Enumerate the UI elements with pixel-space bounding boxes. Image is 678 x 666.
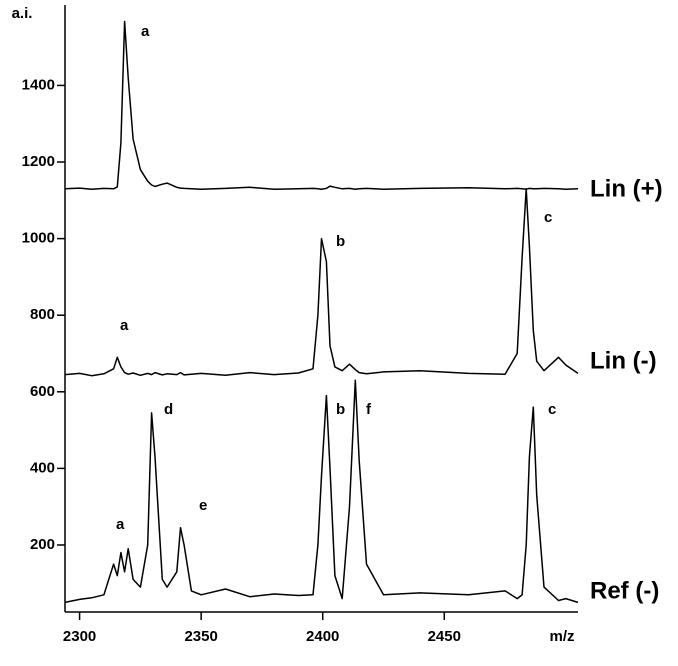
peak-label: a (141, 23, 150, 40)
y-tick-label: 1200 (22, 153, 55, 170)
y-tick-label: 400 (30, 459, 55, 476)
spectrum-line (64, 379, 579, 604)
series-label: Lin (+) (590, 175, 663, 202)
peak-label: c (544, 209, 552, 226)
series-label: Ref (-) (590, 577, 659, 604)
spectrum-line (64, 188, 579, 377)
peak-label: f (366, 401, 372, 418)
y-tick-label: 200 (30, 536, 55, 553)
x-tick-label: 2300 (63, 628, 96, 645)
spectrum-line (64, 20, 579, 190)
peak-label: c (548, 401, 556, 418)
peak-label: a (116, 516, 125, 533)
y-tick-label: 1400 (22, 76, 55, 93)
peak-label: d (164, 401, 173, 418)
peak-label: b (336, 401, 345, 418)
y-axis-label: a.i. (12, 5, 33, 22)
x-tick-label: 2350 (184, 628, 217, 645)
peak-label: b (336, 233, 345, 250)
peak-label: a (120, 317, 129, 334)
peak-label: e (199, 497, 207, 514)
x-axis-label: m/z (549, 628, 574, 645)
y-tick-label: 1000 (22, 230, 55, 247)
x-tick-label: 2450 (428, 628, 461, 645)
series-label: Lin (-) (590, 347, 657, 374)
y-tick-label: 600 (30, 383, 55, 400)
y-tick-label: 800 (30, 306, 55, 323)
x-tick-label: 2400 (306, 628, 339, 645)
